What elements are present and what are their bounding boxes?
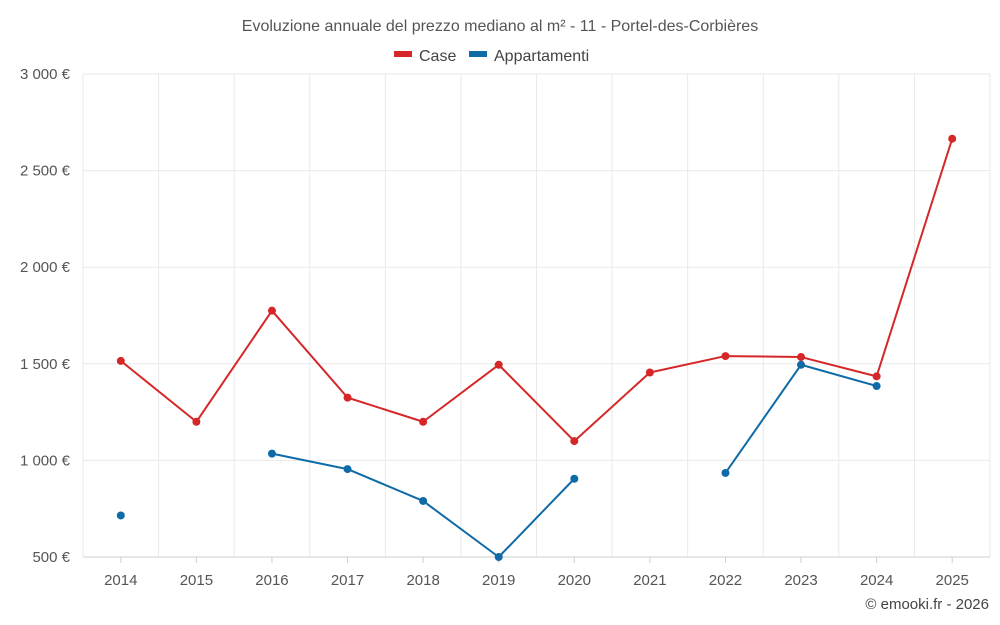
x-tick-label: 2015 xyxy=(180,572,213,589)
y-tick-label: 1 500 € xyxy=(20,356,71,373)
data-point-appartamenti[interactable] xyxy=(116,511,125,520)
y-tick-label: 3 000 € xyxy=(20,66,71,83)
data-point-case[interactable] xyxy=(192,417,201,426)
data-point-case[interactable] xyxy=(494,360,503,369)
x-tick-label: 2020 xyxy=(558,572,591,589)
series-line-case xyxy=(120,138,954,443)
grid xyxy=(82,73,991,558)
x-tick-label: 2016 xyxy=(255,572,288,589)
chart-title: Evoluzione annuale del prezzo mediano al… xyxy=(242,18,758,35)
y-tick-label: 500 € xyxy=(32,549,70,566)
data-point-appartamenti[interactable] xyxy=(797,360,806,369)
series-line-appartamenti xyxy=(724,363,877,474)
series-points xyxy=(116,134,957,561)
data-point-case[interactable] xyxy=(872,372,881,381)
x-tick-label: 2019 xyxy=(482,572,515,589)
y-axis: 500 € 1 000 € 1 500 € 2 000 € 2 500 € 3 000 € xyxy=(20,66,71,566)
x-tick-label: 2017 xyxy=(331,572,364,589)
series-line-appartamenti xyxy=(271,452,576,558)
data-point-appartamenti[interactable] xyxy=(570,474,579,483)
data-point-case[interactable] xyxy=(267,306,276,315)
x-tick-label: 2023 xyxy=(784,572,817,589)
data-point-case[interactable] xyxy=(645,368,654,377)
legend-swatch-appartamenti xyxy=(469,51,487,57)
y-tick-label: 2 000 € xyxy=(20,259,71,276)
x-tick-label: 2025 xyxy=(936,572,969,589)
x-tick-label: 2024 xyxy=(860,572,893,589)
data-point-appartamenti[interactable] xyxy=(343,465,352,474)
data-point-appartamenti[interactable] xyxy=(721,468,730,477)
x-tick-label: 2022 xyxy=(709,572,742,589)
data-point-appartamenti[interactable] xyxy=(494,553,503,561)
legend[interactable]: Case Appartamenti xyxy=(394,48,589,65)
x-tick-label: 2018 xyxy=(406,572,439,589)
y-tick-label: 2 500 € xyxy=(20,163,71,180)
x-tick-label: 2021 xyxy=(633,572,666,589)
data-point-case[interactable] xyxy=(721,352,730,361)
legend-label-appartamenti[interactable]: Appartamenti xyxy=(494,48,589,65)
data-point-case[interactable] xyxy=(570,437,579,446)
data-point-case[interactable] xyxy=(116,356,125,365)
data-point-appartamenti[interactable] xyxy=(872,382,881,391)
x-tick-label: 2014 xyxy=(104,572,137,589)
data-point-case[interactable] xyxy=(797,353,806,362)
data-point-case[interactable] xyxy=(343,393,352,402)
data-point-appartamenti[interactable] xyxy=(267,449,276,458)
legend-label-case[interactable]: Case xyxy=(419,48,456,65)
credit-text: © emooki.fr - 2026 xyxy=(865,596,989,613)
data-point-case[interactable] xyxy=(948,134,957,143)
x-axis: 2014 2015 2016 2017 2018 2019 2020 2021 2022 2023… xyxy=(83,556,990,589)
legend-swatch-case xyxy=(394,51,412,57)
data-point-appartamenti[interactable] xyxy=(419,496,428,505)
data-point-case[interactable] xyxy=(419,417,428,426)
y-tick-label: 1 000 € xyxy=(20,452,71,469)
